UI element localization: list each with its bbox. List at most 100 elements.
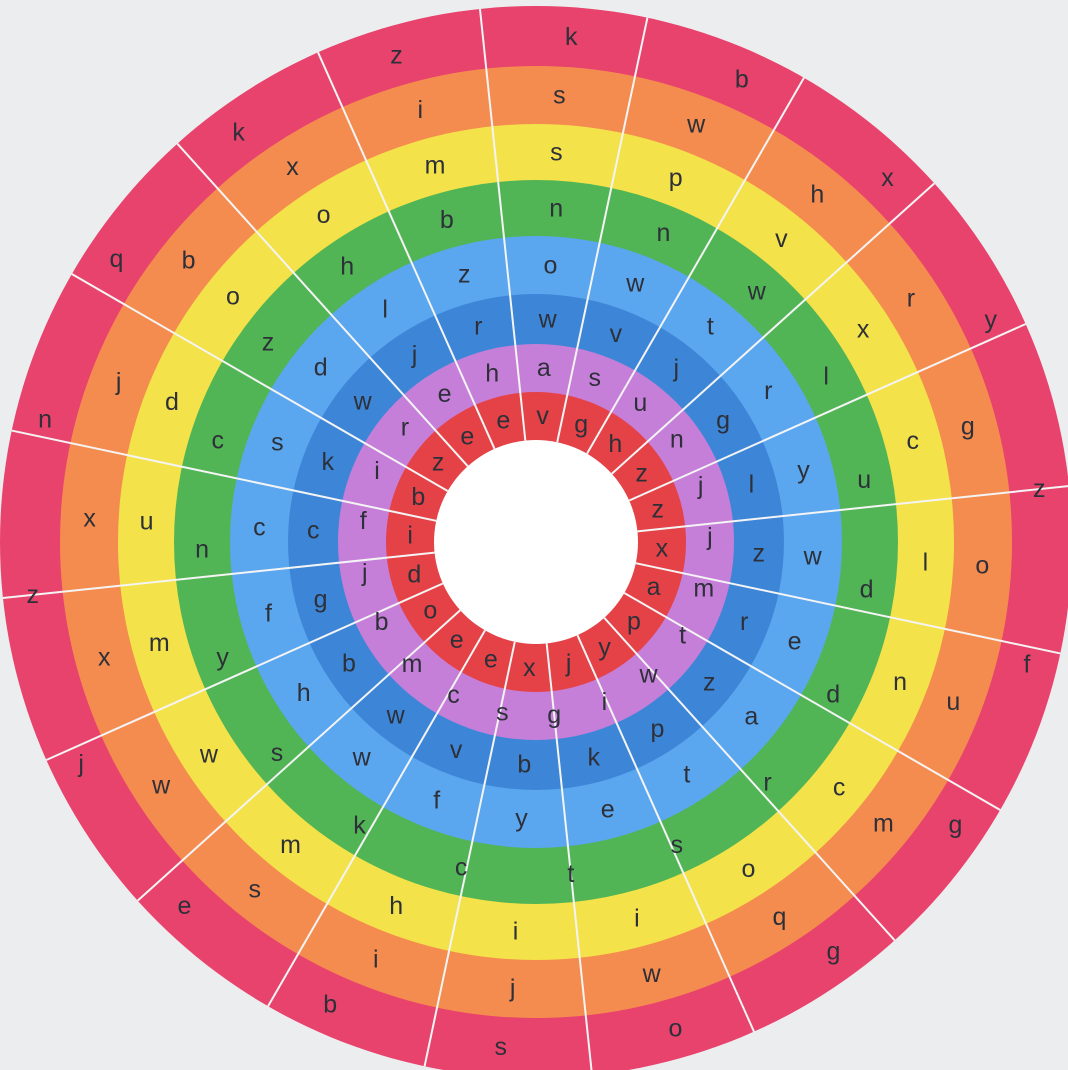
ring-2-letter: j (361, 559, 368, 587)
ring-5-letter: w (747, 277, 767, 305)
ring-1-inner-letter: z (432, 449, 445, 477)
ring-4-letter: w (803, 542, 823, 570)
sector-divider (2, 551, 435, 600)
ring-2-letter: f (360, 507, 367, 535)
ring-3-letter: w (538, 305, 558, 333)
ring-7-letter: o (975, 551, 989, 579)
ring-2-letter: e (438, 380, 452, 408)
ring-1-inner-letter: e (460, 422, 474, 450)
ring-7-letter: g (961, 412, 975, 440)
ring-4-letter: o (544, 251, 558, 279)
sector-divider (45, 582, 444, 761)
ring-4-letter: f (265, 600, 272, 628)
ring-2-letter: g (547, 701, 561, 729)
ring-3-letter: k (587, 743, 600, 771)
center-hub (434, 440, 638, 644)
ring-2-letter: a (537, 354, 551, 382)
ring-4-letter: y (515, 805, 528, 833)
ring-2-letter: m (693, 574, 714, 602)
ring-2-letter: t (679, 622, 686, 650)
ring-2-letter: j (697, 472, 704, 500)
sector-divider (603, 617, 896, 941)
ring-2-letter: u (633, 389, 647, 417)
ring-8-outer-letter: z (1033, 475, 1046, 503)
ring-7-letter: j (509, 974, 516, 1002)
ring-1-inner-letter: j (565, 650, 572, 678)
ring-7-letter: s (248, 875, 261, 903)
ring-6-letter: o (741, 855, 755, 883)
ring-6-letter: l (923, 548, 929, 576)
ring-6-letter: d (165, 388, 179, 416)
ring-6-letter: n (893, 668, 907, 696)
ring-1-inner-letter: p (627, 607, 641, 635)
ring-2-letter: s (588, 364, 601, 392)
ring-5-letter: l (823, 363, 829, 391)
sector-divider (556, 17, 649, 443)
ring-8-outer-letter: q (110, 245, 124, 273)
ring-8-outer-letter: x (881, 164, 894, 192)
ring-8-outer-letter: f (1023, 650, 1030, 678)
ring-6-letter: o (226, 283, 240, 311)
ring-4-letter: t (683, 760, 690, 788)
ring-7-letter: i (373, 945, 379, 973)
ring-4-letter: d (314, 354, 328, 382)
ring-8-outer-letter: b (323, 990, 337, 1018)
sector-divider (545, 643, 593, 1070)
sector-divider (317, 51, 496, 450)
ring-5-letter: y (216, 643, 229, 671)
ring-5-letter: k (353, 812, 366, 840)
ring-4-letter: z (458, 260, 471, 288)
ring-8-outer-letter: s (494, 1033, 507, 1061)
sector-divider (611, 182, 935, 475)
ring-5-letter: b (440, 206, 454, 234)
ring-2-letter: c (447, 681, 460, 709)
ring-6-letter: c (833, 773, 846, 801)
ring-7-letter: w (151, 771, 171, 799)
ring-5-letter: u (857, 466, 871, 494)
ring-8-outer-letter: k (565, 23, 578, 51)
ring-2-letter: i (602, 688, 608, 716)
sector-divider (176, 143, 469, 467)
ring-3-letter: j (411, 341, 418, 369)
ring-6-letter: x (857, 316, 870, 344)
ring-5-letter: s (271, 739, 284, 767)
ring-3-letter: g (716, 407, 730, 435)
sector-divider (137, 609, 461, 902)
ring-1-inner-letter: v (536, 402, 549, 430)
ring-7-letter: x (83, 505, 96, 533)
ring-6-letter: v (775, 225, 788, 253)
ring-6-letter: h (389, 892, 403, 920)
ring-3-letter: b (517, 751, 531, 779)
ring-3-letter: v (610, 320, 623, 348)
ring-6-letter: u (140, 508, 154, 536)
sector-divider (478, 8, 527, 441)
ring-5-letter: h (340, 252, 354, 280)
ring-4-letter: a (744, 702, 758, 730)
sector-divider (635, 562, 1061, 655)
ring-7-letter: q (773, 903, 787, 931)
ring-3-letter: z (703, 668, 716, 696)
ring-3-letter: r (474, 313, 482, 341)
ring-4-letter: s (271, 429, 284, 457)
ring-1-inner-letter: h (608, 430, 622, 458)
ring-3-letter: v (450, 736, 463, 764)
ring-7-letter: u (946, 688, 960, 716)
ring-3-letter: w (386, 701, 406, 729)
ring-8-outer-letter: o (669, 1014, 683, 1042)
ring-8-outer-letter: g (826, 937, 840, 965)
ring-7-letter: h (810, 181, 824, 209)
ring-1-inner-letter: y (598, 634, 611, 662)
ring-3-letter: b (342, 649, 356, 677)
ring-6-letter: p (669, 164, 683, 192)
ring-5-letter: n (549, 195, 563, 223)
ring-4-letter: e (601, 796, 615, 824)
ring-7-letter: i (418, 96, 424, 124)
ring-5-letter: d (826, 680, 840, 708)
ring-4-letter: y (797, 456, 810, 484)
ring-7-letter: x (98, 644, 111, 672)
sector-divider (11, 429, 437, 522)
ring-2-letter: h (485, 360, 499, 388)
ring-2-letter: w (638, 661, 658, 689)
